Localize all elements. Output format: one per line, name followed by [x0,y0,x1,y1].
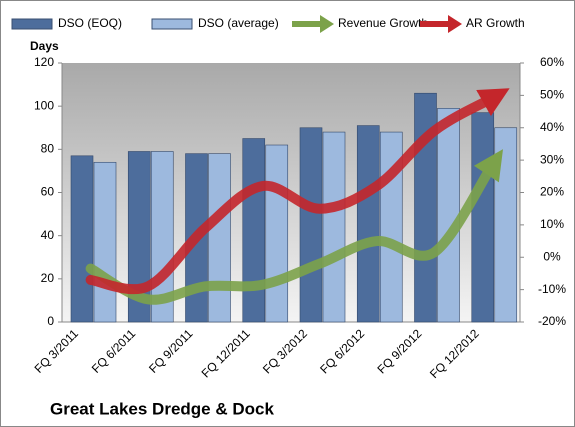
y-tick-label: 40 [41,228,55,242]
y2-tick-label: 40% [540,120,564,134]
bar [93,161,117,323]
y-tick-label: 100 [34,98,54,112]
y-tick-label: 60 [41,185,55,199]
y2-tick-label: 30% [540,152,564,166]
legend-label: AR Growth [466,16,525,30]
legend-label: Revenue Growth [338,16,428,30]
y2-tick-label: 50% [540,88,564,102]
y-tick-label: 0 [47,314,54,328]
y2-tick-label: 60% [540,55,564,69]
y-tick-label: 20 [41,271,55,285]
y2-tick-label: -10% [538,282,566,296]
bar [70,155,94,323]
y-tick-label: 80 [41,142,55,156]
line [85,88,510,295]
bar [356,125,380,323]
y2-tick-label: -20% [538,314,566,328]
bar [265,144,289,323]
legend-arrow [292,15,334,33]
bar [471,112,495,323]
legend-label: DSO (EOQ) [58,16,122,30]
bar [242,138,266,323]
y-axis-label: Days [30,39,59,53]
y2-tick-label: 0% [543,249,561,263]
legend-arrow [420,15,462,33]
y-tick-label: 120 [34,55,54,69]
chart-title: Great Lakes Dredge & Dock [50,399,274,418]
bar [208,153,231,323]
legend-swatch [151,18,193,30]
bar [437,108,460,323]
bar [299,127,323,323]
line [85,149,504,305]
y2-tick-label: 10% [540,217,564,231]
bar [127,151,151,323]
y2-tick-label: 20% [540,185,564,199]
legend-label: DSO (average) [198,16,279,30]
legend-swatch [11,18,53,30]
bar [322,131,346,323]
bar [494,127,518,323]
